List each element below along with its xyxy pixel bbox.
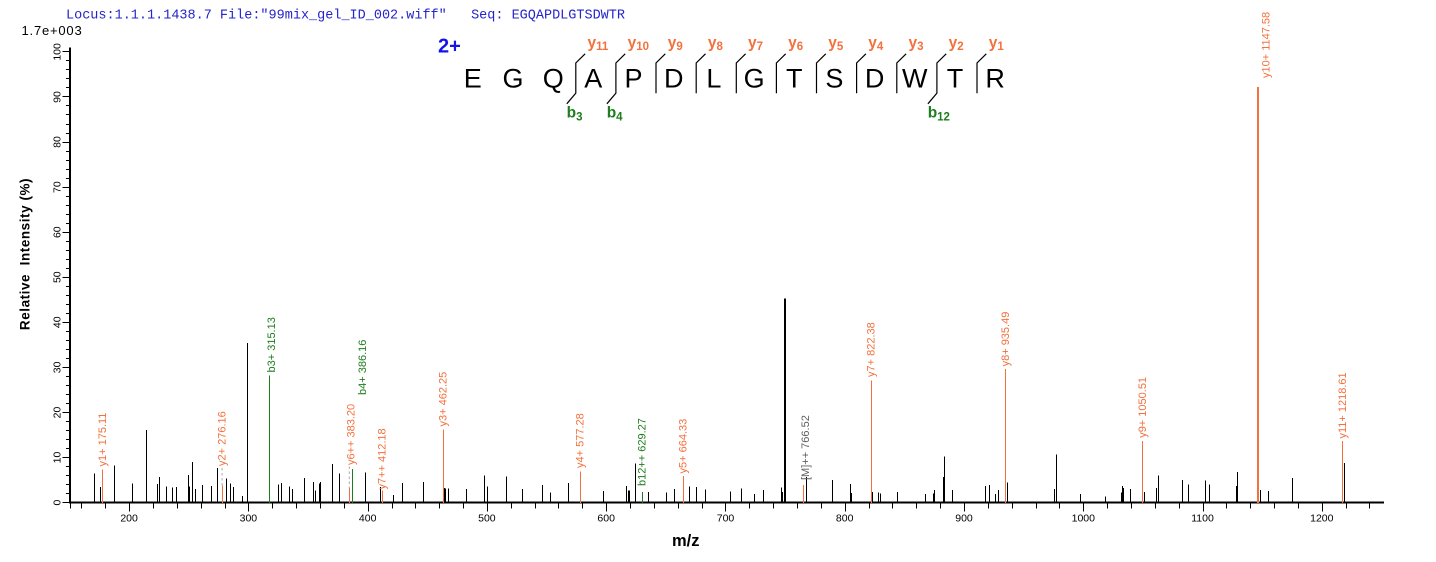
svg-text:800: 800 xyxy=(836,513,854,525)
svg-text:40: 40 xyxy=(51,316,63,328)
svg-text:b4+ 386.16: b4+ 386.16 xyxy=(357,340,369,395)
svg-text:b3: b3 xyxy=(567,104,583,123)
svg-text:y1: y1 xyxy=(989,34,1005,53)
svg-text:G: G xyxy=(502,63,523,93)
svg-text:y10: y10 xyxy=(628,34,649,53)
svg-text:y7+ 822.38: y7+ 822.38 xyxy=(866,322,878,377)
svg-text:y4: y4 xyxy=(868,34,884,53)
svg-text:200: 200 xyxy=(120,513,138,525)
svg-text:y2+ 276.16: y2+ 276.16 xyxy=(217,411,229,466)
svg-text:1100: 1100 xyxy=(1191,513,1214,525)
svg-text:900: 900 xyxy=(955,513,973,525)
svg-text:70: 70 xyxy=(51,181,63,193)
svg-text:y6++ 383.20: y6++ 383.20 xyxy=(346,404,358,465)
svg-text:y11: y11 xyxy=(588,34,609,53)
svg-text:100: 100 xyxy=(51,43,63,61)
svg-text:W: W xyxy=(902,63,928,93)
svg-text:Relative Intensity (%): Relative Intensity (%) xyxy=(18,178,33,330)
svg-text:y7++ 412.18: y7++ 412.18 xyxy=(377,428,389,489)
svg-text:S: S xyxy=(825,63,843,93)
svg-text:y10+ 1147.58: y10+ 1147.58 xyxy=(1261,12,1273,78)
svg-text:E: E xyxy=(464,63,482,93)
svg-text:b12++ 629.27: b12++ 629.27 xyxy=(636,418,648,486)
svg-text:y2: y2 xyxy=(949,34,964,53)
svg-text:y7: y7 xyxy=(748,34,763,53)
svg-text:50: 50 xyxy=(51,271,63,283)
svg-text:y6: y6 xyxy=(788,34,803,53)
svg-text:60: 60 xyxy=(51,226,63,238)
svg-text:y9+ 1050.51: y9+ 1050.51 xyxy=(1137,377,1149,438)
svg-text:y8: y8 xyxy=(708,34,724,53)
svg-text:80: 80 xyxy=(51,136,63,148)
svg-text:y11+ 1218.61: y11+ 1218.61 xyxy=(1337,372,1349,438)
svg-text:b4: b4 xyxy=(607,104,623,123)
svg-text:y5+ 664.33: y5+ 664.33 xyxy=(678,419,690,474)
svg-text:20: 20 xyxy=(51,407,63,419)
svg-text:y1+ 175.11: y1+ 175.11 xyxy=(97,413,109,467)
svg-text:10: 10 xyxy=(51,452,63,464)
svg-text:G: G xyxy=(744,63,765,93)
svg-text:2+: 2+ xyxy=(438,35,461,57)
svg-text:b12: b12 xyxy=(928,104,950,123)
svg-text:Locus:1.1.1.1438.7 File:"99mix: Locus:1.1.1.1438.7 File:"99mix_gel_ID_00… xyxy=(66,9,625,24)
svg-text:m/z: m/z xyxy=(672,532,700,550)
svg-text:D: D xyxy=(664,63,684,93)
svg-text:y9: y9 xyxy=(668,34,683,53)
svg-text:0: 0 xyxy=(51,500,63,506)
svg-text:30: 30 xyxy=(51,361,63,373)
svg-text:90: 90 xyxy=(51,91,63,103)
svg-text:b3+ 315.13: b3+ 315.13 xyxy=(266,317,278,372)
svg-text:1.7e+003: 1.7e+003 xyxy=(22,23,83,38)
svg-text:y8+ 935.49: y8+ 935.49 xyxy=(1000,312,1012,367)
svg-text:y4+ 577.28: y4+ 577.28 xyxy=(574,413,586,468)
svg-text:D: D xyxy=(865,63,885,93)
svg-text:y5: y5 xyxy=(828,34,844,53)
svg-text:y3+ 462.25: y3+ 462.25 xyxy=(438,372,450,427)
svg-text:300: 300 xyxy=(240,513,258,525)
svg-text:400: 400 xyxy=(359,513,377,525)
svg-text:Q: Q xyxy=(543,63,564,93)
svg-text:600: 600 xyxy=(597,513,615,525)
svg-text:T: T xyxy=(786,63,803,93)
svg-text:500: 500 xyxy=(478,513,496,525)
svg-text:1200: 1200 xyxy=(1310,513,1334,525)
svg-text:y3: y3 xyxy=(909,34,924,53)
svg-text:T: T xyxy=(947,63,964,93)
svg-text:700: 700 xyxy=(717,513,735,525)
svg-text:P: P xyxy=(624,63,642,93)
svg-text:1000: 1000 xyxy=(1072,513,1096,525)
svg-text:R: R xyxy=(985,63,1005,93)
svg-text:[M]++ 766.52: [M]++ 766.52 xyxy=(800,415,812,480)
svg-text:L: L xyxy=(706,63,721,93)
svg-text:A: A xyxy=(584,63,602,93)
